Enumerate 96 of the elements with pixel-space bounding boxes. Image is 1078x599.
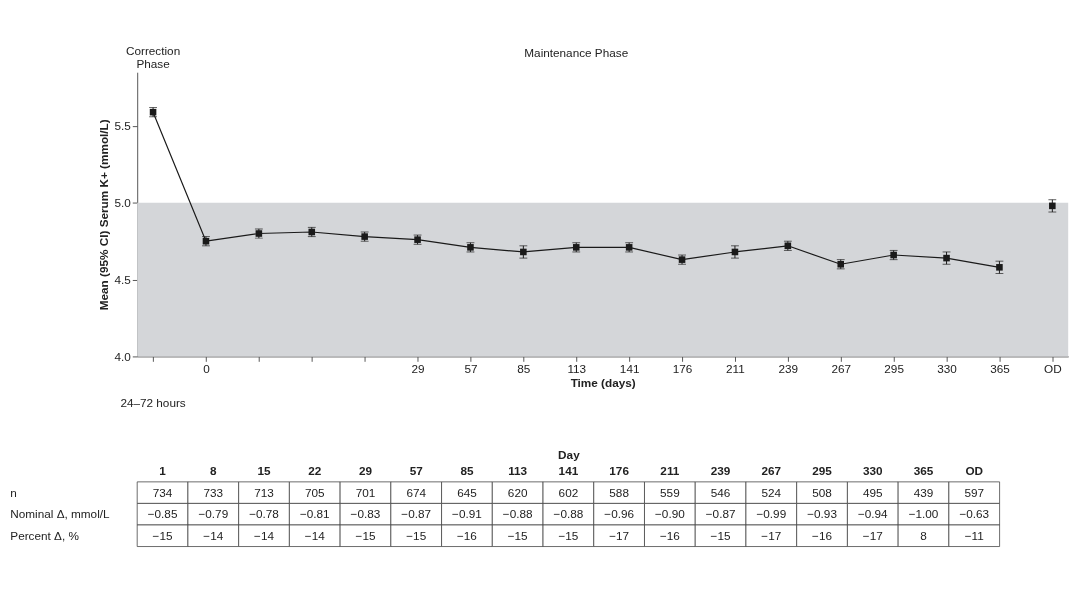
text: −0.81 xyxy=(299,507,330,521)
x-tick-label: 85 xyxy=(460,464,474,478)
text: 645 xyxy=(457,485,477,499)
text: 705 xyxy=(304,485,325,499)
y-tick-label: Percent Δ, % xyxy=(10,528,80,542)
x-tick-label: 239 xyxy=(778,361,799,375)
x-tick-label: 330 xyxy=(862,464,884,478)
x-tick-label: 295 xyxy=(884,361,905,375)
category-label: 8 xyxy=(920,528,927,542)
x-tick-label: 239 xyxy=(710,464,731,478)
x-tick-label: 0 xyxy=(203,361,211,375)
text: −15 xyxy=(507,528,528,542)
x-tick-label: 141 xyxy=(619,361,640,375)
text: −0.63 xyxy=(959,507,990,521)
x-tick-label: 176 xyxy=(672,361,693,375)
x-tick-label: OD xyxy=(965,464,984,478)
text: 24–72 hours xyxy=(120,396,186,410)
x-tick-label: 22 xyxy=(308,464,322,478)
text: −0.79 xyxy=(198,507,229,521)
text: −17 xyxy=(609,528,630,542)
y-tick-label: Nominal Δ, mmol/L xyxy=(10,507,111,521)
text: −0.96 xyxy=(604,507,634,521)
text: 546 xyxy=(710,485,731,499)
text: −0.93 xyxy=(807,507,837,521)
text: Maintenance Phase xyxy=(524,45,629,59)
point xyxy=(996,264,1003,271)
x-tick-label: 211 xyxy=(726,361,745,375)
text: −0.88 xyxy=(502,507,533,521)
text: −0.87 xyxy=(401,507,432,521)
text: 508 xyxy=(812,485,832,499)
x-tick-label: 57 xyxy=(409,464,424,478)
x-tick-label: 330 xyxy=(937,361,958,375)
x-tick-label: 295 xyxy=(812,464,833,478)
y-tick-label: n xyxy=(10,485,17,499)
text: −0.85 xyxy=(147,507,178,521)
text: −16 xyxy=(812,528,833,542)
x-tick-label: 113 xyxy=(567,361,587,375)
text: −0.91 xyxy=(452,507,482,521)
text: −11 xyxy=(964,528,984,542)
text: −15 xyxy=(710,528,731,542)
text: −0.90 xyxy=(654,507,685,521)
text: 620 xyxy=(507,485,528,499)
x-tick-label: 85 xyxy=(517,361,531,375)
y-tick-label: 4.5 xyxy=(114,273,132,287)
text: −0.88 xyxy=(553,507,584,521)
text: −17 xyxy=(862,528,883,542)
text: −14 xyxy=(304,528,325,542)
x-tick-label: 141 xyxy=(558,464,579,478)
text: −0.83 xyxy=(350,507,381,521)
text: −0.78 xyxy=(249,507,279,521)
x-tick-label: 29 xyxy=(358,464,373,478)
x-tick-label: 113 xyxy=(508,464,528,478)
text: −0.94 xyxy=(857,507,888,521)
text: −17 xyxy=(761,528,782,542)
text: 602 xyxy=(558,485,579,499)
y-tick-label: 5.5 xyxy=(114,119,132,133)
x-tick-label: 15 xyxy=(257,464,272,478)
text: −16 xyxy=(659,528,680,542)
text: 559 xyxy=(660,485,680,499)
x-tick-label: 176 xyxy=(609,464,630,478)
text: Correction Phase xyxy=(125,43,181,71)
x-tick-label: 267 xyxy=(761,464,782,478)
text: −1.00 xyxy=(908,507,939,521)
y-tick-label: 4.0 xyxy=(114,349,132,363)
text: 524 xyxy=(761,485,782,499)
text: 439 xyxy=(913,485,934,499)
text: −0.99 xyxy=(756,507,787,521)
text: 701 xyxy=(355,485,376,499)
text: −15 xyxy=(355,528,376,542)
x-tick-label: 267 xyxy=(831,361,852,375)
y-tick-label: 5.0 xyxy=(114,196,132,210)
text: 713 xyxy=(254,485,274,499)
text: −14 xyxy=(203,528,224,542)
text: −15 xyxy=(152,528,173,542)
text: −0.87 xyxy=(705,507,736,521)
text: 597 xyxy=(964,485,985,499)
x-tick-label: 211 xyxy=(660,464,680,478)
text: −14 xyxy=(254,528,274,542)
x-tick-label: 57 xyxy=(464,361,478,375)
text: −15 xyxy=(406,528,427,542)
text: 495 xyxy=(862,485,883,499)
y-axis-title: Mean (95% CI) Serum K+ (mmol/L) xyxy=(96,119,110,311)
x-tick-label: 1 xyxy=(159,464,167,478)
text: 588 xyxy=(609,485,629,499)
chart-title: Day xyxy=(558,447,581,461)
x-tick-label: 365 xyxy=(913,464,934,478)
text: 734 xyxy=(152,485,173,499)
x-axis-title: Time (days) xyxy=(570,376,636,390)
text: 733 xyxy=(203,485,224,499)
text: −16 xyxy=(456,528,477,542)
x-tick-label: 365 xyxy=(990,361,1011,375)
x-tick-label: 29 xyxy=(411,361,425,375)
text: −15 xyxy=(558,528,579,542)
x-tick-label: OD xyxy=(1044,361,1062,375)
x-tick-label: 8 xyxy=(210,464,218,478)
text: 674 xyxy=(406,485,427,499)
